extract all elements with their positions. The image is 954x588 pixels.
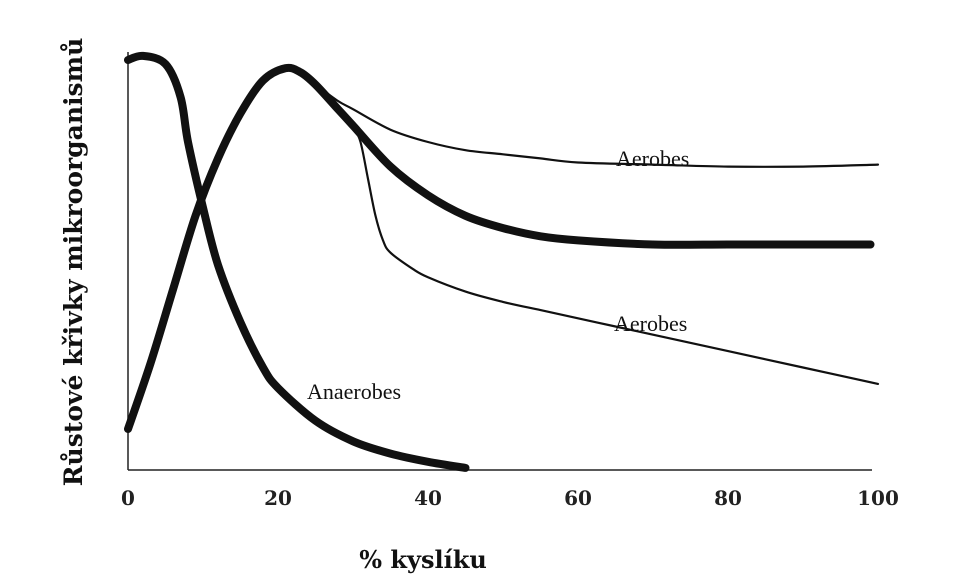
x-axis-title: % kyslíku [359,545,487,574]
x-tick-labels: 0 20 40 60 80 100 [121,486,899,510]
plot-series [124,51,880,472]
y-axis-title: Růstové křivky mikroorganismů [59,38,88,486]
series-line-3 [314,83,880,168]
x-tick-label: 60 [564,486,592,510]
series-line-1 [124,51,470,472]
x-tick-label: 40 [414,486,442,510]
curve-annotation-label: Anaerobes [307,379,401,404]
x-tick-label: 0 [121,486,135,510]
series-line-2 [124,63,875,433]
curve-annotations: Aerobes Aerobes Anaerobes [307,146,689,404]
curve-annotation-label: Aerobes [616,146,689,171]
x-tick-label: 20 [264,486,292,510]
x-tick-label: 80 [714,486,742,510]
series-line-4 [351,124,880,385]
curve-annotation-label: Aerobes [614,311,687,336]
x-tick-label: 100 [857,486,899,510]
